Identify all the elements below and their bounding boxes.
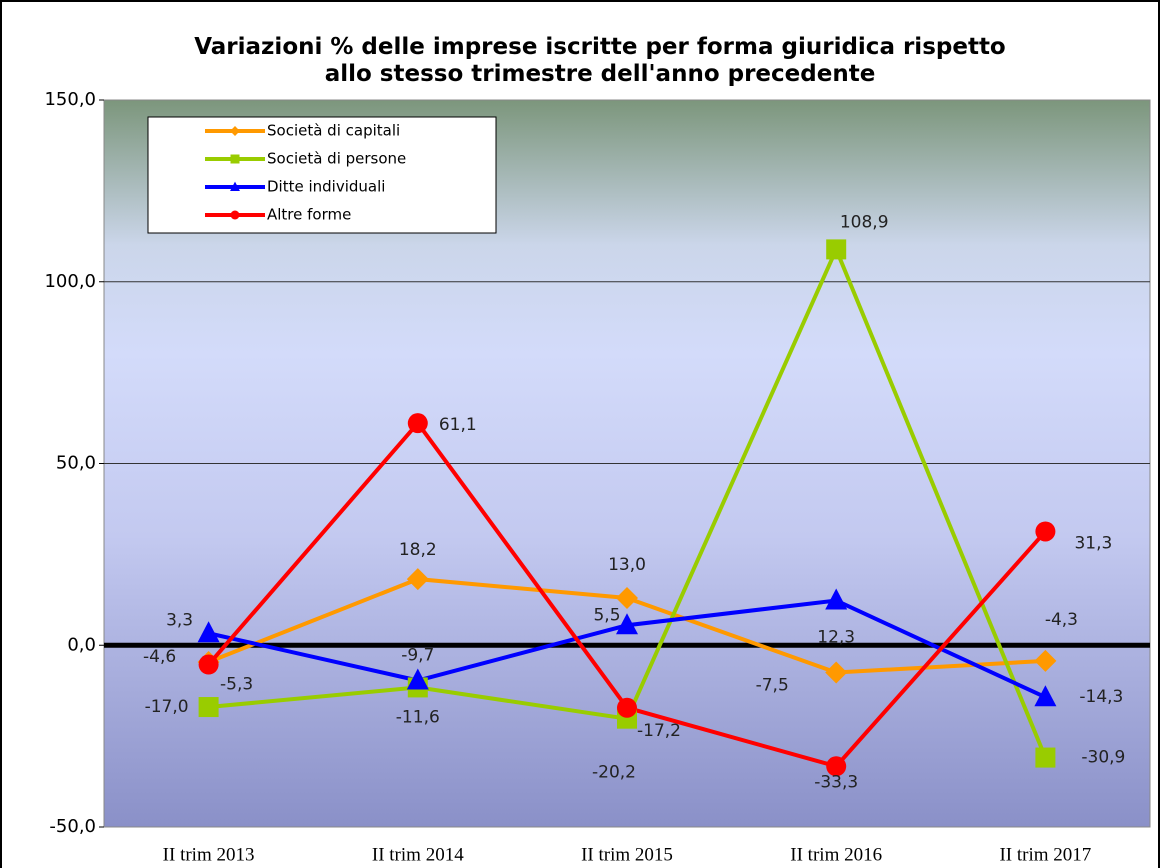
marker: [825, 588, 848, 610]
marker: [825, 661, 848, 684]
data-label: 3,3: [166, 610, 193, 630]
legend-label: Società di capitali: [267, 122, 400, 140]
marker: [230, 181, 240, 192]
x-tick-label: II trim 2013: [163, 844, 255, 865]
y-tick-label: -50,0: [49, 816, 96, 837]
data-label: 12,3: [817, 628, 855, 648]
marker: [197, 621, 220, 643]
data-label: -7,5: [756, 676, 789, 696]
legend-label: Altre forme: [267, 206, 351, 224]
x-tick-label: II trim 2015: [581, 844, 673, 865]
marker: [407, 413, 428, 434]
marker: [230, 126, 240, 136]
data-label: 31,3: [1074, 533, 1112, 553]
y-tick-label: 50,0: [56, 453, 96, 474]
marker: [198, 697, 219, 718]
data-label: 18,2: [399, 540, 437, 560]
data-label: -5,3: [220, 675, 253, 695]
data-label: -17,0: [145, 697, 189, 717]
data-label: 61,1: [439, 415, 477, 435]
legend: Società di capitali Società di persone Dit…: [147, 116, 497, 234]
marker: [230, 210, 240, 220]
x-tick-label: II trim 2016: [790, 844, 882, 865]
data-label: -17,2: [637, 721, 681, 741]
marker: [616, 613, 638, 635]
data-label: -20,2: [592, 763, 636, 783]
data-label: 108,9: [840, 212, 889, 232]
data-label: 13,0: [608, 555, 646, 575]
marker: [230, 154, 240, 164]
chart-title: Variazioni % delle imprese iscritte per …: [194, 34, 1006, 87]
x-tick-label: II trim 2014: [372, 844, 464, 865]
x-tick-label: II trim 2017: [999, 844, 1091, 865]
data-label: 5,5: [593, 605, 620, 625]
legend-label: Ditte individuali: [267, 178, 385, 196]
legend-label: Società di persone: [267, 150, 406, 168]
marker: [1035, 747, 1056, 768]
data-label: -33,3: [814, 772, 858, 792]
marker: [406, 568, 429, 591]
data-label: -11,6: [396, 707, 440, 727]
marker: [1034, 685, 1057, 707]
data-label: -4,6: [143, 647, 176, 667]
data-label: -9,7: [401, 646, 434, 666]
y-tick-label: 150,0: [44, 89, 96, 110]
data-label: -30,9: [1081, 748, 1125, 768]
marker: [198, 654, 219, 675]
marker: [826, 239, 847, 260]
marker: [1035, 521, 1056, 542]
y-tick-label: 100,0: [44, 271, 96, 292]
marker: [617, 697, 637, 718]
data-label: -4,3: [1045, 610, 1078, 630]
data-label: -14,3: [1079, 687, 1123, 707]
y-tick-label: 0,0: [67, 634, 96, 655]
marker: [616, 586, 638, 609]
marker: [826, 756, 847, 777]
marker: [406, 668, 429, 690]
marker: [1034, 649, 1057, 672]
